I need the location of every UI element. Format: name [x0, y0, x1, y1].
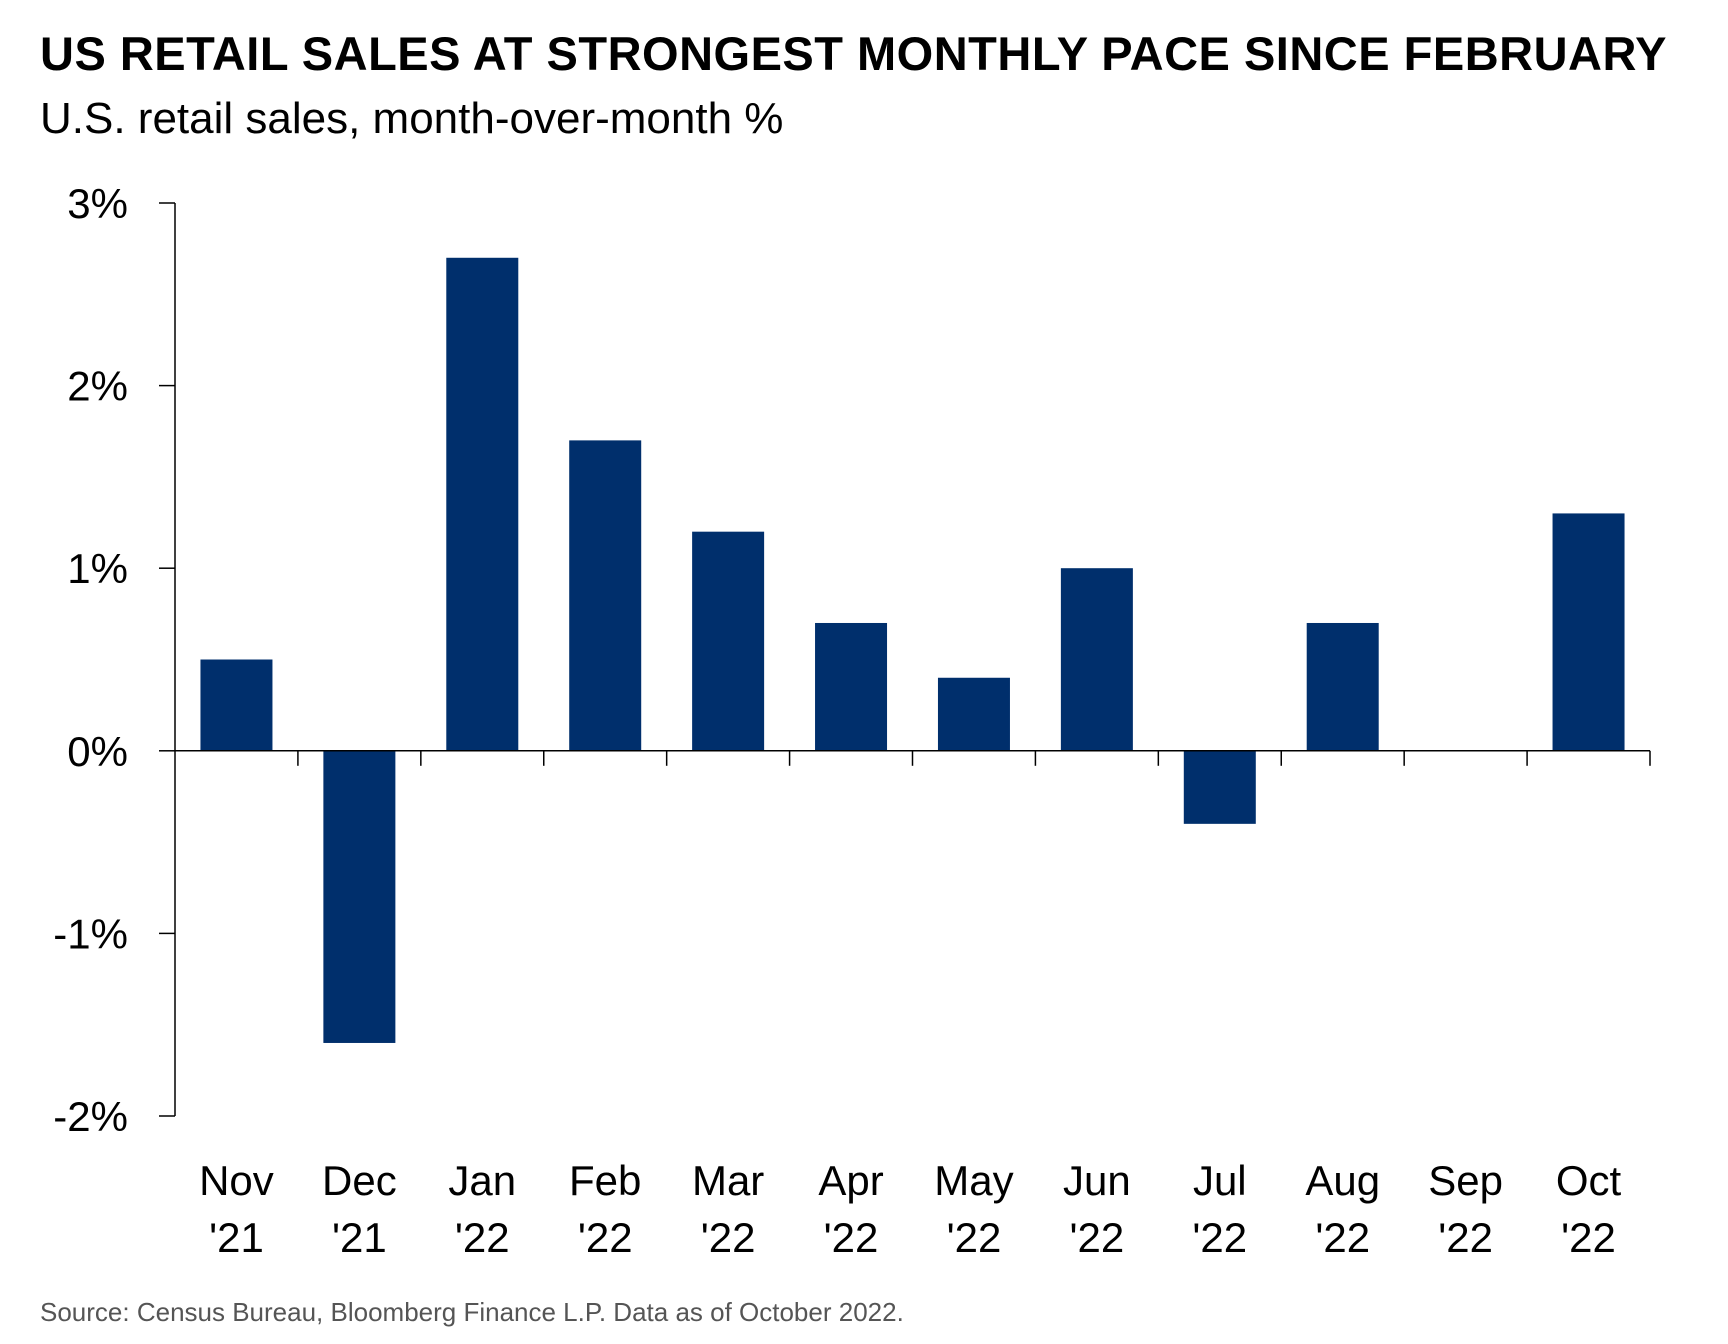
bar [200, 659, 273, 751]
y-tick-label: 2% [67, 363, 128, 410]
x-tick-label: Dec '21 [322, 1157, 397, 1261]
x-tick-label: Jul '22 [1192, 1157, 1247, 1261]
bar-chart: 3% 2% 1% 0% -1% -2% Nov '21 Dec '21 Jan '22 Feb '22 Ma… [53, 180, 1651, 1261]
y-tick-label: 3% [67, 180, 128, 227]
chart-subtitle: U.S. retail sales, month-over-month % [40, 94, 784, 143]
source-note: Source: Census Bureau, Bloomberg Finance… [40, 1297, 904, 1327]
x-tick-label: Apr '22 [818, 1157, 883, 1261]
bar [1306, 622, 1379, 751]
y-tick-label: 0% [67, 728, 128, 775]
chart-title: US RETAIL SALES AT STRONGEST MONTHLY PAC… [40, 27, 1668, 80]
bar [1060, 568, 1133, 751]
x-tick-label: May '22 [934, 1157, 1013, 1261]
y-tick-label: 1% [67, 545, 128, 592]
bar [937, 677, 1010, 751]
x-tick-label: Mar '22 [692, 1157, 764, 1261]
x-tick-label: Oct '22 [1556, 1157, 1622, 1261]
x-tick-label: Jan '22 [448, 1157, 516, 1261]
bar [692, 531, 765, 751]
x-tick-label: Sep '22 [1428, 1157, 1503, 1261]
bar [446, 257, 519, 751]
y-tick-label: -2% [53, 1093, 128, 1140]
bar [569, 440, 642, 751]
bar [815, 622, 888, 751]
x-tick-label: Nov '21 [199, 1157, 274, 1261]
x-tick-label: Jun '22 [1063, 1157, 1131, 1261]
bar [1552, 513, 1625, 751]
bar [323, 750, 396, 1043]
y-tick-label: -1% [53, 910, 128, 957]
x-tick-label: Feb '22 [569, 1157, 641, 1261]
x-tick-label: Aug '22 [1305, 1157, 1380, 1261]
bar [1183, 750, 1256, 824]
